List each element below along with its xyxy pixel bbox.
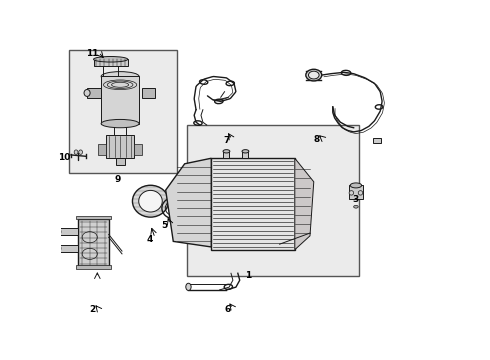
Ellipse shape xyxy=(79,150,82,154)
Text: 2: 2 xyxy=(89,305,96,314)
Bar xyxy=(223,151,229,158)
Bar xyxy=(69,50,177,174)
Ellipse shape xyxy=(306,69,322,81)
Bar xyxy=(76,265,111,269)
Bar xyxy=(243,151,248,158)
Ellipse shape xyxy=(223,150,230,153)
Ellipse shape xyxy=(309,71,319,79)
Polygon shape xyxy=(166,158,211,247)
Bar xyxy=(134,144,142,156)
Bar xyxy=(76,216,111,219)
Ellipse shape xyxy=(54,244,61,252)
Ellipse shape xyxy=(74,150,78,154)
Bar xyxy=(372,138,381,143)
Ellipse shape xyxy=(139,190,162,212)
Ellipse shape xyxy=(84,90,90,96)
Text: 5: 5 xyxy=(161,221,168,230)
Text: 9: 9 xyxy=(114,175,121,184)
Ellipse shape xyxy=(242,150,249,153)
Text: 3: 3 xyxy=(352,195,359,204)
Bar xyxy=(211,158,295,250)
Bar xyxy=(142,88,155,98)
Text: 1: 1 xyxy=(245,271,251,280)
Text: 6: 6 xyxy=(224,305,231,314)
Bar xyxy=(116,158,124,165)
Ellipse shape xyxy=(94,57,128,62)
Ellipse shape xyxy=(132,185,169,217)
Text: 4: 4 xyxy=(146,235,152,244)
Bar xyxy=(87,88,101,98)
Text: 7: 7 xyxy=(223,136,230,145)
Bar xyxy=(101,76,139,123)
Polygon shape xyxy=(295,158,314,250)
Bar xyxy=(349,185,363,199)
Ellipse shape xyxy=(354,205,358,208)
Bar xyxy=(57,245,78,252)
Bar xyxy=(98,144,106,156)
Bar xyxy=(187,125,359,276)
Bar xyxy=(106,135,134,158)
Ellipse shape xyxy=(349,191,354,195)
Ellipse shape xyxy=(358,191,363,195)
Ellipse shape xyxy=(186,283,191,291)
Text: 10: 10 xyxy=(58,153,71,162)
Ellipse shape xyxy=(350,183,362,188)
Ellipse shape xyxy=(101,120,139,128)
Ellipse shape xyxy=(54,228,61,235)
Bar xyxy=(78,219,109,266)
Bar xyxy=(94,59,128,66)
Text: 8: 8 xyxy=(314,135,320,144)
Ellipse shape xyxy=(101,72,139,81)
Bar xyxy=(57,228,78,235)
Text: 11: 11 xyxy=(87,49,99,58)
